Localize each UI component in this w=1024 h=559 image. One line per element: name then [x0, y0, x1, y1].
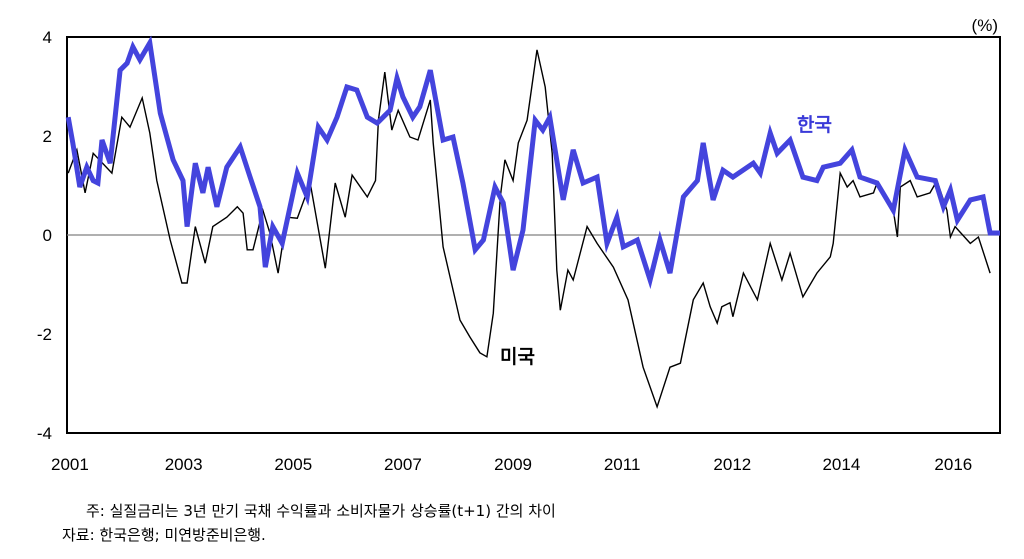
x-tick-label: 2012: [713, 455, 751, 474]
footnote: 주: 실질금리는 3년 만기 국채 수익률과 소비자물가 상승률(t+1) 간의…: [86, 502, 556, 520]
x-tick-label: 2014: [822, 455, 860, 474]
x-tick-label: 2011: [604, 455, 641, 474]
x-tick-label: 2007: [384, 455, 422, 474]
y-tick-label: -4: [37, 424, 52, 443]
x-tick-label: 2005: [274, 455, 312, 474]
unit-label: (%): [972, 16, 998, 35]
y-tick-label: 4: [43, 28, 52, 47]
source-note: 자료: 한국은행; 미연방준비은행.: [62, 526, 266, 544]
series-line-us: [67, 49, 991, 409]
y-tick-label: 2: [43, 127, 52, 146]
x-tick-label: 2009: [494, 455, 532, 474]
x-tick-label: 2001: [51, 455, 89, 474]
x-tick-label: 2003: [165, 455, 203, 474]
series-label-us: 미국: [500, 346, 535, 368]
series-label-korea: 한국: [797, 114, 832, 136]
x-tick-label: 2016: [934, 455, 972, 474]
series-line-korea: [65, 35, 1000, 290]
y-tick-label: -2: [37, 325, 52, 344]
y-tick-label: 0: [43, 226, 52, 245]
